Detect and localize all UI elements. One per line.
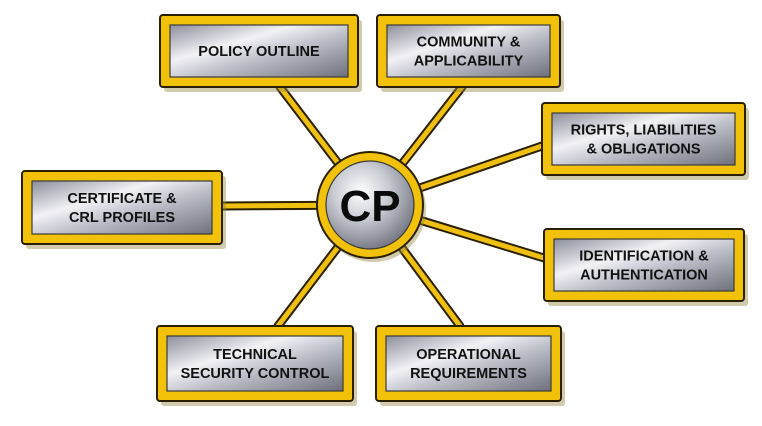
nodes: POLICY OUTLINE COMMUNITY & APPLICABILITY RI… — [21, 14, 749, 406]
node-label-identification-authentication-line-2: AUTHENTICATION — [580, 268, 708, 284]
node-label-certificate-crl-profiles-line-2: CRL PROFILES — [69, 210, 175, 226]
node-label-community-applicability-line-2: APPLICABILITY — [414, 54, 524, 70]
connector-technical-security-control — [275, 243, 342, 329]
node-panel — [385, 335, 552, 392]
node-rights-liabilities-obligations: RIGHTS, LIABILITIES & OBLIGATIONS — [541, 102, 749, 180]
node-operational-requirements: OPERATIONAL REQUIREMENTS — [375, 325, 565, 406]
connector-community-applicability — [398, 84, 465, 168]
node-panel — [386, 24, 551, 78]
node-label-community-applicability-line-1: COMMUNITY & — [417, 35, 521, 51]
node-community-applicability: COMMUNITY & APPLICABILITY — [376, 14, 564, 92]
node-panel — [169, 24, 349, 78]
node-label-operational-requirements-line-1: OPERATIONAL — [416, 347, 521, 363]
connector-operational-requirements — [397, 243, 463, 329]
node-policy-outline: POLICY OUTLINE — [159, 14, 362, 92]
connector-certificate-crl-profiles — [219, 202, 322, 209]
connectors — [217, 82, 549, 331]
connector-rights-liabilities-obligations — [415, 143, 545, 191]
node-certificate-crl-profiles: CERTIFICATE & CRL PROFILES — [21, 170, 226, 249]
node-label-rights-liabilities-obligations-line-2: & OBLIGATIONS — [586, 142, 700, 158]
node-identification-authentication: IDENTIFICATION & AUTHENTICATION — [543, 228, 748, 306]
node-panel — [551, 112, 736, 166]
node-label-rights-liabilities-obligations-line-1: RIGHTS, LIABILITIES — [571, 123, 717, 139]
node-panel — [553, 238, 735, 292]
node-panel — [31, 180, 213, 235]
node-label-identification-authentication-line-1: IDENTIFICATION & — [579, 249, 709, 265]
connector-identification-authentication — [416, 217, 547, 261]
node-label-technical-security-control-line-2: SECURITY CONTROL — [181, 366, 330, 382]
node-label-certificate-crl-profiles-line-1: CERTIFICATE & — [67, 191, 177, 207]
node-technical-security-control: TECHNICAL SECURITY CONTROL — [156, 325, 357, 406]
connector-policy-outline — [277, 84, 342, 167]
node-label-technical-security-control-line-1: TECHNICAL — [213, 347, 297, 363]
node-label-policy-outline-line-1: POLICY OUTLINE — [198, 44, 320, 60]
node-label-operational-requirements-line-2: REQUIREMENTS — [410, 366, 527, 382]
center-node: CP — [316, 151, 426, 262]
center-disc — [325, 160, 415, 250]
node-panel — [166, 335, 344, 392]
center-label: CP — [339, 182, 400, 231]
